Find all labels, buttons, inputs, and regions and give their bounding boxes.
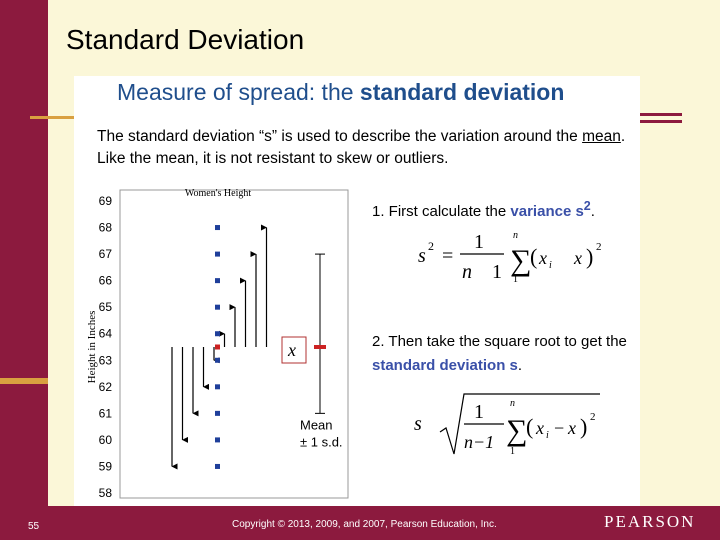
f2-sub: i <box>546 430 549 441</box>
f2-den: n−1 <box>464 432 494 452</box>
sd-label-mean: Mean <box>300 417 333 432</box>
f2-rparen: ) <box>580 414 587 439</box>
step1-plain: 1. First calculate the <box>372 203 511 220</box>
f1-sub: i <box>549 260 552 271</box>
step1-end: . <box>590 203 595 220</box>
y-tick-label: 58 <box>99 486 113 500</box>
f2-top: n <box>510 398 515 409</box>
slide-title: Standard Deviation <box>66 24 305 55</box>
chart-title: Women's Height <box>185 188 251 199</box>
step1-text: 1. First calculate the variance s2. <box>372 199 595 220</box>
decorative-line <box>640 120 682 123</box>
f2-num: 1 <box>474 401 484 423</box>
decorative-line <box>30 116 74 119</box>
data-point <box>215 344 220 350</box>
y-tick-label: 66 <box>99 274 113 288</box>
step1-bold: variance s <box>510 203 584 220</box>
y-tick-label: 65 <box>99 300 113 314</box>
intro-text: The standard deviation “s” is used to de… <box>97 126 627 170</box>
f2-sigma: ∑ <box>506 414 527 447</box>
std-dev-formula: s = 1 n−1 ∑ n 1 ( x i − x ) 2 <box>414 393 600 457</box>
page-number: 55 <box>28 521 40 532</box>
heading-plain: Measure of spread: the <box>117 79 360 105</box>
plot-frame <box>119 189 349 499</box>
y-tick-label: 59 <box>99 459 113 473</box>
f1-lhs-sup: 2 <box>428 239 434 253</box>
f1-bottom: 1 <box>513 274 518 285</box>
step2-end: . <box>517 357 523 374</box>
intro-mean: mean <box>582 128 621 145</box>
f1-rparen: ) <box>586 244 593 269</box>
womens-height-chart: Women's Height Height in Inches 69 68 67 66 65… <box>86 188 349 500</box>
f2-minus: − <box>554 418 564 438</box>
data-point <box>215 463 220 469</box>
copyright-text: Copyright © 2013, 2009, and 2007, Pearso… <box>232 519 497 530</box>
data-point <box>215 304 220 310</box>
f1-sup: 2 <box>596 241 602 253</box>
heading-bold: standard deviation <box>359 79 565 105</box>
mean-label-box <box>281 336 307 364</box>
data-point <box>215 410 220 416</box>
f1-top: n <box>513 230 518 241</box>
f2-x: x <box>535 418 544 438</box>
intro-part2: . Like the mean, it is not resistant to … <box>97 128 626 167</box>
sd-mean-marker <box>314 345 326 349</box>
f1-num: 1 <box>474 231 484 253</box>
f2-sup: 2 <box>590 411 596 423</box>
data-point <box>215 357 220 363</box>
left-sidebar-bar <box>0 0 48 540</box>
f2-eq: = <box>430 413 441 435</box>
data-point <box>215 437 220 443</box>
f1-lhs: s <box>418 245 426 267</box>
f1-den-1: 1 <box>492 261 502 283</box>
y-tick-label: 63 <box>99 353 113 367</box>
pearson-logo: PEARSON <box>604 512 696 531</box>
f2-xbar: x <box>567 418 576 438</box>
f1-xbar: x <box>573 248 582 268</box>
data-point <box>215 278 220 284</box>
data-point <box>215 225 220 231</box>
step2-plain: 2. Then take the square root to get the <box>372 333 627 350</box>
data-point <box>215 384 220 390</box>
f2-bottom: 1 <box>510 446 515 457</box>
decorative-line <box>640 113 682 116</box>
y-tick-label: 60 <box>99 433 113 447</box>
data-point <box>215 331 220 337</box>
f1-eq: = <box>442 245 453 267</box>
left-accent-stripe <box>0 378 48 384</box>
y-tick-label: 68 <box>99 221 113 235</box>
data-point <box>215 251 220 257</box>
f2-lhs: s <box>414 413 422 435</box>
step2-text: 2. Then take the square root to get the … <box>372 330 638 378</box>
y-tick-label: 62 <box>99 380 113 394</box>
f1-x: x <box>538 248 547 268</box>
y-axis-label: Height in Inches <box>86 311 98 384</box>
footer-bar <box>0 506 720 540</box>
y-tick-label: 64 <box>99 327 113 341</box>
f1-lparen: ( <box>530 244 537 269</box>
f1-den-minus: − <box>478 261 489 283</box>
panel-heading: Measure of spread: the standard deviatio… <box>117 79 564 106</box>
f1-den-n: n <box>462 261 472 283</box>
sd-label-range: ± 1 s.d. <box>300 434 343 449</box>
y-tick-label: 67 <box>99 247 113 261</box>
f1-minus: − <box>558 248 568 268</box>
y-tick-label: 69 <box>99 194 113 208</box>
f1-sigma: ∑ <box>510 244 531 277</box>
step1-sup: 2 <box>583 199 591 213</box>
y-tick-label: 61 <box>99 406 113 420</box>
variance-formula: s 2 = 1 n − 1 ∑ n 1 ( x i − x ) 2 <box>418 230 602 285</box>
f2-lparen: ( <box>526 414 533 439</box>
content-panel <box>74 76 640 506</box>
intro-part1: The standard deviation “s” is used to de… <box>97 128 583 145</box>
mean-label: x <box>287 340 296 360</box>
step2-bold: standard deviation s <box>372 357 518 374</box>
